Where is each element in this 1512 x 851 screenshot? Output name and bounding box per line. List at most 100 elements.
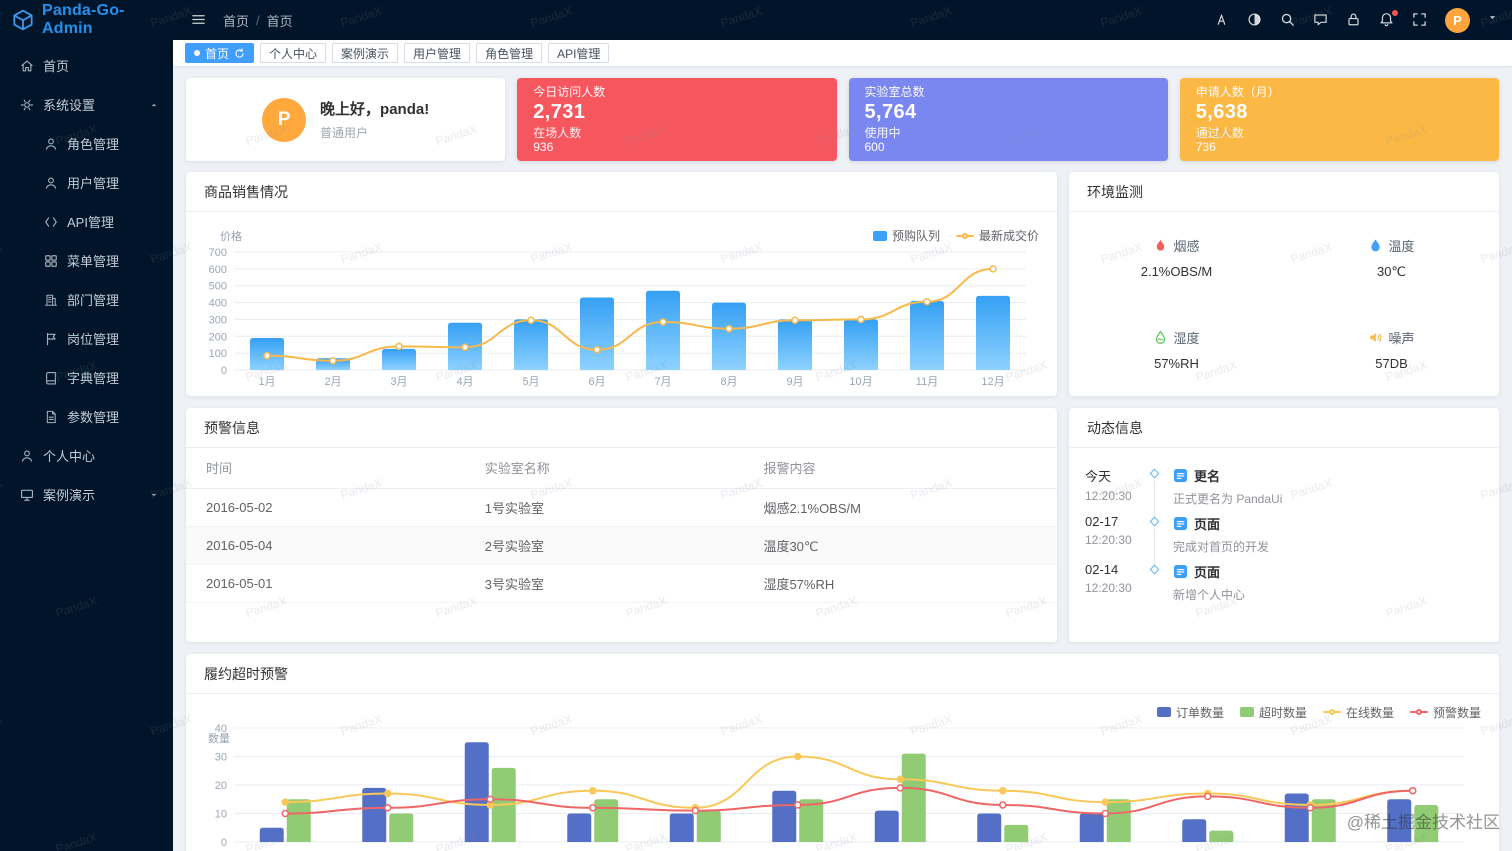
timeline-date: 02-17 — [1085, 514, 1119, 529]
svg-text:1月: 1月 — [258, 376, 275, 388]
svg-text:7月: 7月 — [654, 376, 671, 388]
env-metric-smoke: 烟感 2.1%OBS/M — [1140, 238, 1213, 280]
stat-value: 2,731 — [533, 101, 586, 123]
environment-metrics: 烟感 2.1%OBS/M 温度 30℃ — [1069, 212, 1499, 395]
tab-api[interactable]: API管理 — [548, 43, 610, 63]
legend-line-marker — [955, 232, 974, 239]
svg-text:400: 400 — [209, 298, 227, 310]
svg-text:500: 500 — [209, 281, 227, 293]
svg-text:40: 40 — [215, 724, 227, 735]
tab-roles[interactable]: 角色管理 — [476, 43, 543, 63]
activity-card: 动态信息 今天 12:20:30 — [1069, 408, 1499, 642]
message-icon[interactable] — [1313, 12, 1329, 28]
sidebar-collapse-icon[interactable] — [191, 12, 207, 28]
stat-label: 实验室总数 — [864, 85, 925, 99]
breadcrumb-item-home[interactable]: 首页 — [223, 13, 250, 29]
sidebar-item-settings[interactable]: 系统设置 — [0, 85, 173, 124]
sidebar-item-roles[interactable]: 角色管理 — [0, 124, 173, 163]
timeline-clock: 12:20:30 — [1085, 581, 1132, 595]
tab-profile[interactable]: 个人中心 — [260, 43, 327, 63]
timeline-item: 02-14 12:20:30 页面 新增个人中心 — [1085, 562, 1491, 610]
refresh-icon[interactable] — [234, 48, 245, 59]
breadcrumb-separator: / — [256, 12, 260, 28]
legend-latest-price[interactable]: 最新成交价 — [955, 227, 1039, 244]
translate-icon[interactable] — [1214, 12, 1230, 28]
home-icon — [20, 59, 34, 73]
sidebar-item-home[interactable]: 首页 — [0, 46, 173, 85]
card-title-warning: 预警信息 — [186, 408, 1057, 448]
legend-preorder-queue[interactable]: 预购队列 — [872, 227, 940, 244]
timeline-diamond-marker — [1149, 468, 1159, 479]
legend-online-count[interactable]: 在线数量 — [1322, 704, 1394, 721]
sidebar-item-label: 个人中心 — [43, 449, 96, 464]
greeting-subtitle: 普通用户 — [320, 126, 369, 140]
stat-sub-label: 在场人数 — [533, 126, 582, 140]
card-title-overtime: 履约超时预警 — [186, 654, 1499, 694]
sidebar-item-posts[interactable]: 岗位管理 — [0, 319, 173, 358]
timeline-date: 02-14 — [1085, 562, 1119, 577]
navbar-actions: P — [1214, 7, 1512, 33]
grid-icon — [44, 254, 58, 268]
stat-sub-label: 通过人数 — [1195, 126, 1244, 140]
lock-icon[interactable] — [1346, 12, 1362, 28]
sidebar-item-label: 岗位管理 — [67, 332, 120, 347]
svg-text:10: 10 — [215, 809, 227, 821]
content-area: P 晚上好，panda! 普通用户 今日访问人数 2,731 在场人数 936 … — [173, 66, 1512, 851]
app-title: Panda-Go-Admin — [42, 2, 125, 37]
sales-chart-legend: 预购队列 最新成交价 — [872, 227, 1039, 244]
legend-alert-count[interactable]: 预警数量 — [1409, 704, 1481, 721]
column-header-lab: 实验室名称 — [464, 448, 744, 489]
tab-demo[interactable]: 案例演示 — [332, 43, 399, 63]
sidebar-item-parameters[interactable]: 参数管理 — [0, 397, 173, 436]
table-row: 2016-05-01 3号实验室 湿度57%RH — [186, 564, 1057, 603]
sidebar-item-users[interactable]: 用户管理 — [0, 163, 173, 202]
user-icon — [44, 176, 58, 190]
user-avatar[interactable]: P — [1445, 7, 1470, 33]
timeline-clock: 12:20:30 — [1085, 533, 1132, 547]
app-logo-icon — [12, 9, 34, 31]
sidebar-item-departments[interactable]: 部门管理 — [0, 280, 173, 319]
sidebar-item-label: 字典管理 — [67, 371, 120, 386]
temperature-icon — [1368, 238, 1383, 253]
tab-home[interactable]: 首页 — [185, 43, 255, 63]
smoke-icon — [1153, 238, 1168, 253]
chevron-down-icon[interactable] — [1487, 12, 1498, 28]
env-metric-noise: 噪声 57DB — [1284, 304, 1499, 396]
svg-text:2月: 2月 — [324, 376, 341, 388]
timeline-description: 完成对首页的开发 — [1173, 540, 1270, 554]
tab-users[interactable]: 用户管理 — [404, 43, 471, 63]
sidebar-item-api[interactable]: API管理 — [0, 202, 173, 241]
svg-text:700: 700 — [209, 247, 227, 259]
bell-icon[interactable] — [1379, 10, 1398, 28]
legend-order-count[interactable]: 订单数量 — [1156, 704, 1224, 721]
person-icon — [20, 449, 34, 463]
sidebar-item-label: 首页 — [43, 59, 70, 74]
stat-sub-value: 936 — [533, 140, 554, 154]
table-cell: 2016-05-01 — [186, 564, 465, 603]
sidebar-item-demo[interactable]: 案例演示 — [0, 475, 173, 514]
fullscreen-icon[interactable] — [1412, 12, 1428, 28]
timeline-description: 新增个人中心 — [1173, 588, 1246, 602]
svg-text:300: 300 — [209, 314, 227, 326]
env-value: 57DB — [1375, 355, 1408, 371]
document-icon — [44, 410, 58, 424]
svg-text:5月: 5月 — [522, 376, 539, 388]
greeting-card: P 晚上好，panda! 普通用户 — [186, 78, 506, 161]
search-icon[interactable] — [1280, 12, 1296, 28]
svg-text:20: 20 — [215, 780, 227, 792]
theme-icon[interactable] — [1247, 12, 1263, 28]
legend-overtime-count[interactable]: 超时数量 — [1239, 704, 1307, 721]
greeting-title: 晚上好，panda! — [320, 101, 430, 118]
sidebar-settings-submenu: 角色管理 用户管理 API管理 菜单管理 部门管理 — [0, 124, 173, 436]
stat-value: 5,764 — [864, 101, 917, 123]
sidebar-item-menus[interactable]: 菜单管理 — [0, 241, 173, 280]
env-metric-temperature: 温度 30℃ — [1284, 212, 1499, 304]
sidebar-item-profile[interactable]: 个人中心 — [0, 436, 173, 475]
env-value: 57%RH — [1154, 355, 1199, 371]
column-header-time: 时间 — [186, 448, 465, 489]
sales-chart-card: 商品销售情况 价格 预购队列 — [186, 172, 1057, 396]
stat-sub-value: 600 — [864, 140, 885, 154]
sidebar-item-dictionary[interactable]: 字典管理 — [0, 358, 173, 397]
timeline-clock: 12:20:30 — [1085, 489, 1132, 503]
